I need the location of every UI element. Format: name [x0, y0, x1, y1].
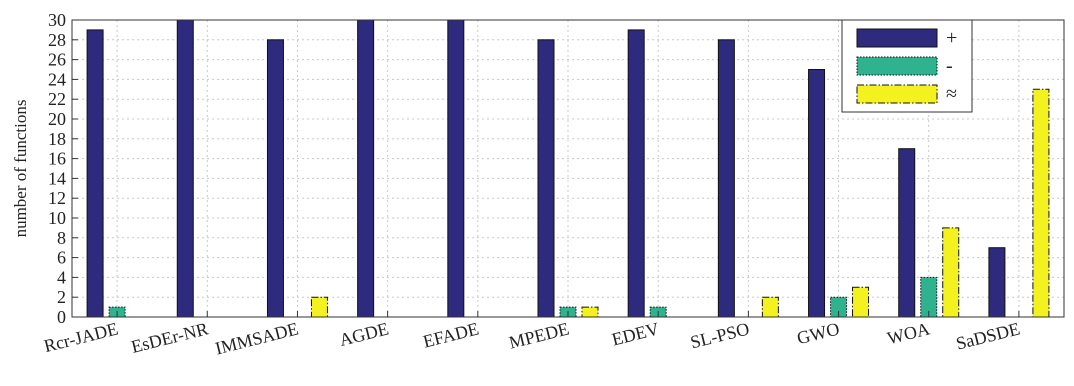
bar-plus-mpede [537, 39, 555, 318]
y-tick-label: 18 [48, 129, 66, 149]
x-tick-label: SL-PSO [688, 318, 751, 352]
y-tick-label: 22 [48, 89, 66, 109]
y-axis-label: number of functions [11, 100, 30, 238]
bar-approx-sl-pso [761, 296, 779, 318]
x-tick-label: IMMSADE [213, 318, 300, 358]
bar-plus-woa [898, 148, 916, 318]
y-tick-label: 8 [57, 228, 66, 248]
bar-plus-immsade [266, 39, 284, 318]
y-tick-label: 20 [48, 109, 66, 129]
y-tick-label: 24 [48, 69, 66, 89]
bar-approx-sadsde [1032, 88, 1050, 318]
bar-plus-agde [357, 19, 375, 318]
y-tick-label: 4 [57, 267, 66, 287]
bar-approx-woa [942, 227, 960, 318]
bar-approx-immsade [310, 296, 328, 318]
x-tick-label: EsDEr-NR [129, 318, 210, 356]
x-tick-label: Rcr-JADE [42, 318, 120, 356]
legend-swatch [856, 56, 938, 76]
y-tick-label: 16 [48, 149, 66, 169]
bar-approx-mpede [581, 306, 599, 318]
y-tick-label: 6 [57, 248, 66, 268]
y-tick-label: 26 [48, 50, 66, 70]
y-tick-label: 10 [48, 208, 66, 228]
y-tick-label: 0 [57, 307, 66, 327]
x-tick-label: MPEDE [507, 318, 571, 352]
y-tick-label: 14 [48, 168, 66, 188]
x-tick-label: GWO [795, 318, 842, 348]
y-tick-label: 12 [48, 188, 66, 208]
x-tick-label: EFADE [421, 318, 481, 351]
bar-plus-rcr-jade [86, 29, 104, 318]
x-tick-label: SaDSDE [954, 318, 1022, 353]
legend-label: - [946, 55, 953, 77]
bar-plus-edev [627, 29, 645, 318]
bar-plus-esder-nr [176, 19, 194, 318]
legend-label: ≈ [946, 83, 957, 105]
bar-plus-gwo [808, 69, 826, 318]
legend-swatch [856, 84, 938, 104]
x-axis-ticks: Rcr-JADE EsDEr-NR IMMSADE AGDE EFADE MPEDE EDE… [42, 311, 1022, 358]
legend-label: + [946, 27, 957, 49]
x-tick-label: WOA [885, 318, 932, 348]
bar-plus-sadsde [988, 247, 1006, 318]
bar-plus-sl-pso [717, 39, 735, 318]
bar-approx-gwo [852, 286, 870, 318]
y-tick-label: 2 [57, 287, 66, 307]
x-tick-label: EDEV [610, 318, 661, 349]
bar-plus-efade [447, 19, 465, 318]
x-tick-label: AGDE [337, 318, 390, 350]
y-tick-label: 28 [48, 30, 66, 50]
bar-minus-gwo [830, 296, 848, 318]
legend: + - ≈ [841, 19, 973, 113]
legend-swatch [856, 28, 938, 48]
y-tick-label: 30 [48, 10, 66, 30]
